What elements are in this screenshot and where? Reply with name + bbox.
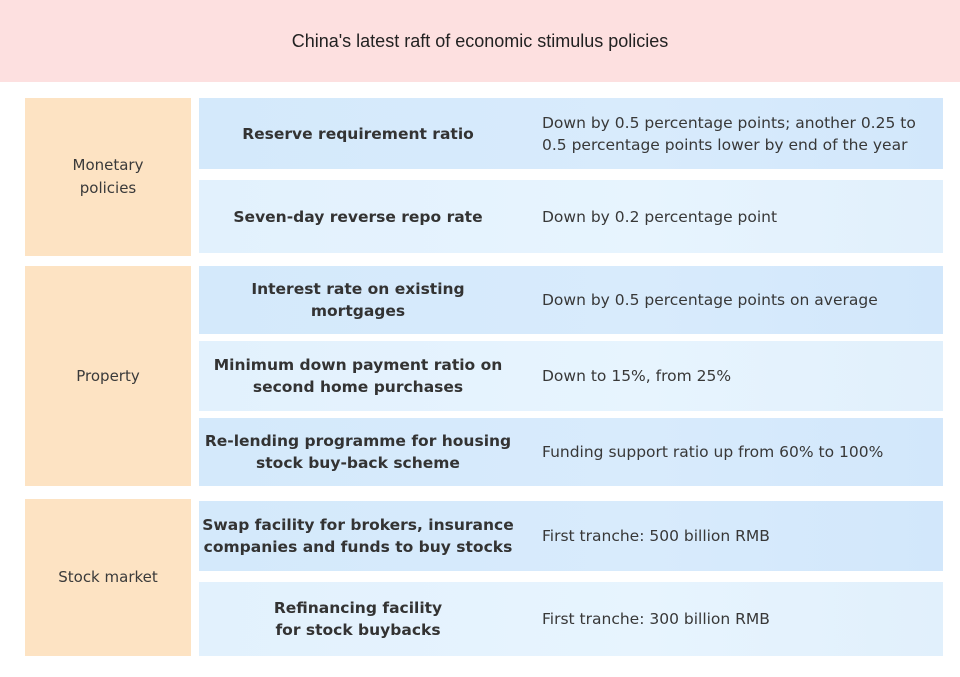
category-monetary-policies: Monetary policies <box>25 98 191 256</box>
policy-detail: Down by 0.5 percentage points; another 0… <box>542 113 916 154</box>
policy-row-reserve-requirement-ratio: Reserve requirement ratio Down by 0.5 pe… <box>199 98 943 169</box>
policy-row-swap-facility: Swap facility for brokers, insurance com… <box>199 501 943 571</box>
title-text: China's latest raft of economic stimulus… <box>291 30 669 51</box>
policy-name: Refinancing facility for stock buybacks <box>273 599 443 639</box>
category-stock-market: Stock market <box>25 499 191 656</box>
category-label: Property <box>76 366 140 385</box>
policy-detail: Funding support ratio up from 60% to 100… <box>542 443 884 461</box>
category-label: Stock market <box>58 568 158 586</box>
policy-name: Swap facility for brokers, insurance com… <box>202 516 514 556</box>
category-label: Monetary policies <box>72 156 144 197</box>
policy-detail: Down to 15%, from 25% <box>542 367 732 385</box>
policy-detail: First tranche: 300 billion RMB <box>542 610 770 628</box>
category-property: Property <box>25 266 191 486</box>
policy-name: Interest rate on existing mortgages <box>251 280 465 320</box>
page-title: China's latest raft of economic stimulus… <box>0 0 960 82</box>
policy-row-refinancing-facility: Refinancing facility for stock buybacks … <box>199 582 943 656</box>
policy-row-relending-programme: Re-lending programme for housing stock b… <box>199 418 943 486</box>
policy-row-down-payment-ratio: Minimum down payment ratio on second hom… <box>199 341 943 411</box>
policy-name: Minimum down payment ratio on second hom… <box>213 356 503 396</box>
policy-detail: First tranche: 500 billion RMB <box>542 527 770 545</box>
policy-detail: Down by 0.5 percentage points on average <box>542 291 878 309</box>
policy-row-mortgage-interest-rate: Interest rate on existing mortgages Down… <box>199 266 943 334</box>
policy-name: Re-lending programme for housing stock b… <box>204 432 512 472</box>
policy-row-reverse-repo-rate: Seven-day reverse repo rate Down by 0.2 … <box>199 180 943 253</box>
policy-name: Seven-day reverse repo rate <box>233 207 483 226</box>
policy-detail: Down by 0.2 percentage point <box>542 207 778 226</box>
policy-name: Reserve requirement ratio <box>242 124 474 143</box>
